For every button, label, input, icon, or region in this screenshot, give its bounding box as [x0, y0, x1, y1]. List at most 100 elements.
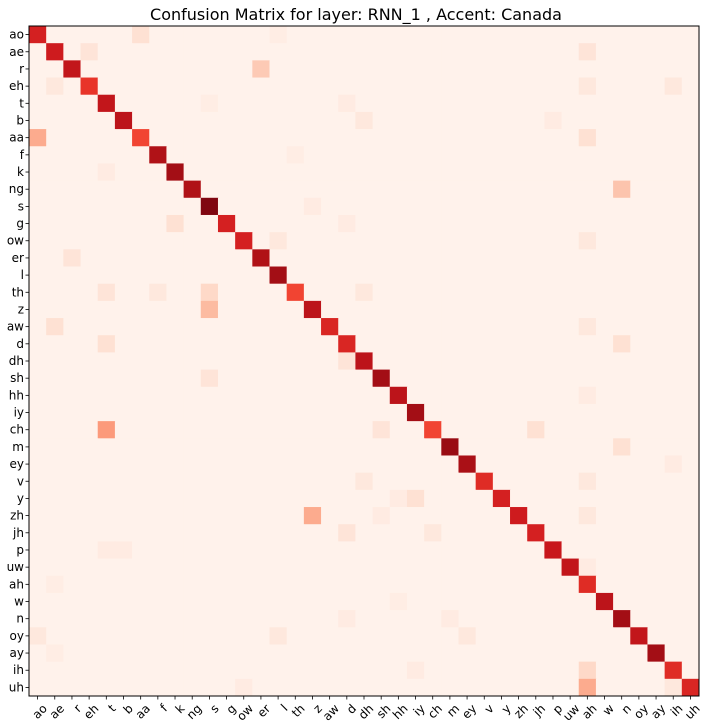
heatmap-cell	[561, 163, 580, 182]
heatmap-cell	[200, 524, 219, 542]
heatmap-cell	[492, 43, 511, 61]
heatmap-cell	[46, 627, 64, 645]
heatmap-cell	[217, 489, 236, 508]
heatmap-cell	[424, 43, 442, 61]
heatmap-cell	[527, 43, 545, 61]
x-tick-label: jh	[530, 701, 548, 719]
heatmap-cell	[46, 661, 64, 680]
heatmap-cell	[424, 369, 442, 388]
heatmap-cell	[217, 369, 236, 388]
heatmap-cell	[355, 386, 374, 405]
heatmap-cell	[286, 43, 305, 61]
heatmap-cell	[29, 644, 47, 663]
heatmap-cell	[183, 266, 202, 285]
heatmap-cell	[647, 575, 666, 594]
heatmap-cell	[252, 678, 271, 697]
heatmap-cell	[406, 180, 425, 199]
heatmap-cell	[578, 438, 597, 456]
heatmap-cell	[46, 77, 64, 96]
heatmap-cell	[441, 111, 459, 130]
heatmap-cell	[200, 94, 219, 113]
heatmap-cell	[475, 541, 494, 560]
heatmap-cell	[217, 318, 236, 336]
heatmap-cell	[235, 369, 253, 388]
heatmap-cell	[595, 180, 614, 199]
heatmap-cell	[252, 335, 271, 353]
heatmap-cell	[166, 249, 185, 268]
heatmap-cell	[149, 541, 167, 560]
heatmap-cell	[166, 541, 185, 560]
heatmap-cell	[527, 421, 545, 439]
heatmap-cell	[458, 300, 477, 319]
heatmap-cell	[613, 129, 631, 147]
heatmap-cell	[681, 77, 700, 96]
heatmap-cell	[630, 180, 648, 199]
heatmap-cell	[664, 283, 683, 302]
heatmap-cell	[664, 455, 683, 474]
heatmap-cell	[561, 472, 580, 491]
heatmap-cell	[492, 283, 511, 302]
heatmap-cell	[355, 43, 374, 61]
heatmap-cell	[321, 180, 339, 199]
heatmap-cell	[561, 455, 580, 474]
heatmap-cell	[458, 318, 477, 336]
heatmap-cell	[80, 163, 99, 182]
heatmap-cell	[664, 644, 683, 663]
heatmap-cell	[372, 403, 391, 422]
y-tick-label: sh	[10, 371, 24, 385]
heatmap-cell	[252, 627, 271, 645]
heatmap-cell	[303, 369, 322, 388]
x-tick-label: y	[499, 701, 514, 716]
heatmap-cell	[303, 403, 322, 422]
heatmap-cell	[269, 575, 288, 594]
heatmap-cell	[46, 352, 64, 371]
heatmap-cell	[235, 163, 253, 182]
heatmap-cell	[46, 146, 64, 164]
heatmap-cell	[475, 403, 494, 422]
heatmap-cell	[132, 214, 150, 233]
heatmap-cell	[46, 266, 64, 285]
heatmap-cell	[303, 524, 322, 542]
heatmap-cell	[578, 335, 597, 353]
heatmap-cell	[647, 610, 666, 628]
heatmap-cell	[424, 266, 442, 285]
heatmap-cell	[561, 146, 580, 164]
heatmap-cell	[29, 318, 47, 336]
heatmap-cell	[338, 146, 356, 164]
heatmap-cell	[149, 678, 167, 697]
heatmap-cell	[664, 111, 683, 130]
heatmap-cell	[183, 43, 202, 61]
heatmap-cell	[372, 541, 391, 560]
heatmap-cell	[149, 180, 167, 199]
heatmap-cell	[613, 77, 631, 96]
heatmap-cell	[63, 678, 82, 697]
heatmap-cell	[492, 386, 511, 405]
heatmap-cell	[235, 266, 253, 285]
heatmap-cell	[286, 627, 305, 645]
heatmap-cell	[183, 77, 202, 96]
heatmap-cell	[355, 661, 374, 680]
heatmap-cell	[166, 77, 185, 96]
heatmap-cell	[252, 455, 271, 474]
heatmap-cell	[63, 661, 82, 680]
heatmap-cell	[630, 352, 648, 371]
heatmap-cell	[630, 266, 648, 285]
heatmap-cell	[389, 661, 408, 680]
heatmap-cell	[200, 558, 219, 577]
heatmap-cell	[80, 403, 99, 422]
heatmap-cell	[46, 386, 64, 405]
y-tick-label: l	[21, 268, 24, 282]
heatmap-cell	[458, 26, 477, 44]
heatmap-cell	[441, 627, 459, 645]
heatmap-cell	[97, 232, 116, 250]
heatmap-cell	[595, 644, 614, 663]
heatmap-cell	[321, 507, 339, 525]
heatmap-cell	[544, 558, 563, 577]
heatmap-cell	[149, 472, 167, 491]
heatmap-cell	[492, 352, 511, 371]
heatmap-cell	[664, 232, 683, 250]
heatmap-cell	[613, 541, 631, 560]
heatmap-cell	[424, 26, 442, 44]
heatmap-cell	[595, 472, 614, 491]
heatmap-cell	[321, 472, 339, 491]
